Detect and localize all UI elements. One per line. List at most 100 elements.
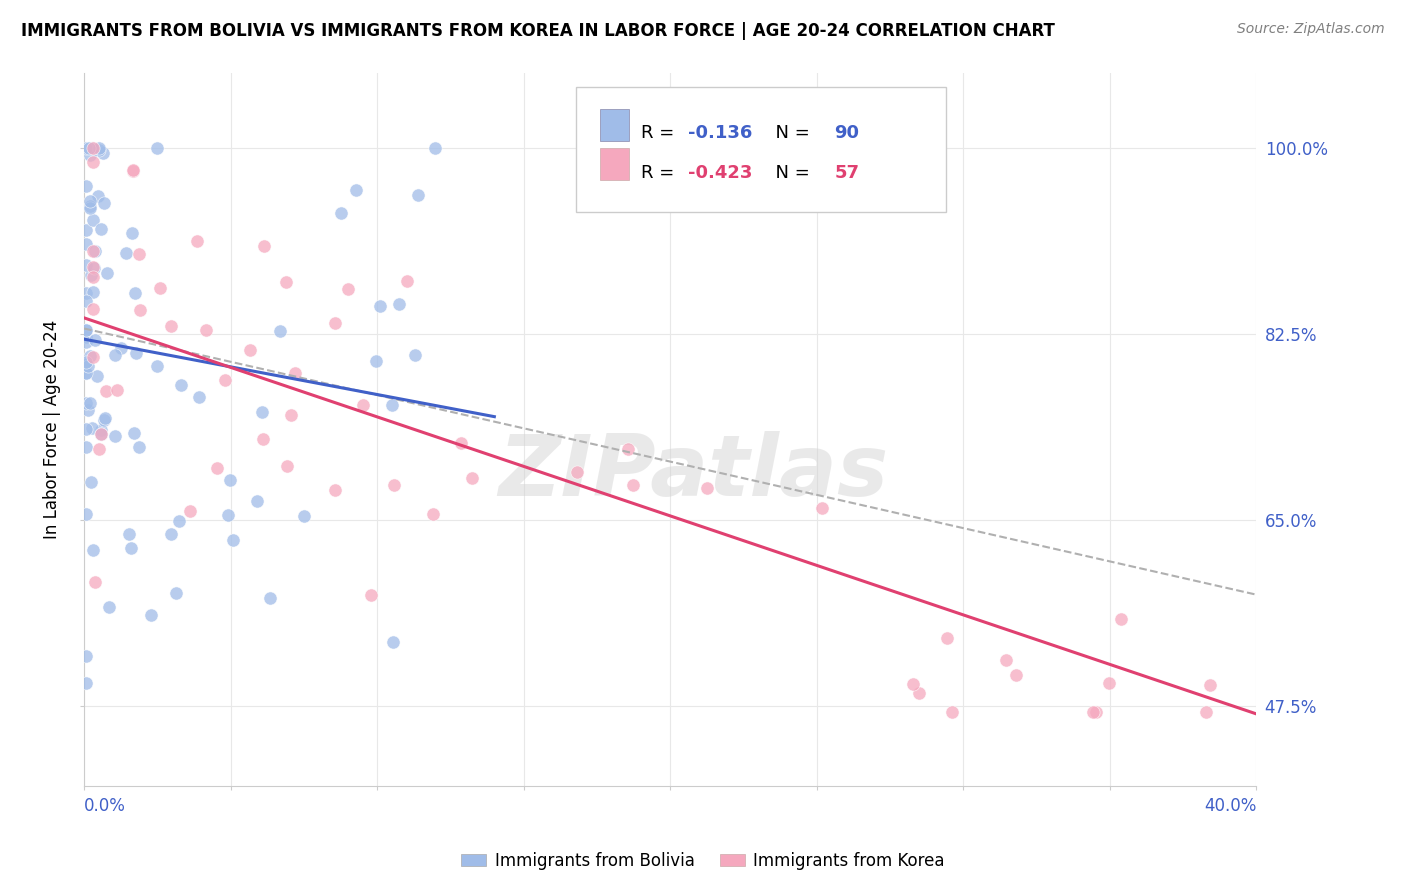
Point bbox=[188, 390, 211, 404]
Point bbox=[292, 509, 315, 524]
Point bbox=[79, 198, 101, 212]
Point bbox=[75, 366, 97, 380]
Point bbox=[82, 140, 104, 154]
Point bbox=[195, 323, 218, 337]
Point bbox=[75, 335, 97, 350]
FancyBboxPatch shape bbox=[576, 87, 946, 212]
Point bbox=[450, 435, 472, 450]
Point bbox=[83, 244, 105, 258]
Point bbox=[82, 244, 104, 259]
Point bbox=[936, 631, 959, 645]
Point bbox=[122, 163, 145, 178]
Point bbox=[77, 140, 100, 154]
Point bbox=[82, 212, 104, 227]
Point bbox=[86, 368, 108, 383]
Point bbox=[908, 686, 931, 700]
Point bbox=[79, 396, 101, 410]
Point bbox=[1109, 612, 1132, 626]
Point bbox=[381, 635, 404, 649]
Point bbox=[110, 341, 132, 355]
Point bbox=[186, 235, 208, 249]
Point bbox=[274, 275, 297, 289]
Point bbox=[82, 270, 104, 285]
Y-axis label: In Labor Force | Age 20-24: In Labor Force | Age 20-24 bbox=[44, 320, 60, 540]
Point bbox=[1195, 705, 1218, 719]
Text: -0.423: -0.423 bbox=[688, 164, 752, 182]
Point bbox=[941, 705, 963, 719]
Text: ZIPatlas: ZIPatlas bbox=[499, 431, 889, 514]
Text: 57: 57 bbox=[834, 164, 859, 182]
Text: N =: N = bbox=[763, 164, 815, 182]
Point bbox=[139, 608, 162, 623]
Point bbox=[252, 404, 274, 418]
Point bbox=[382, 478, 405, 492]
Point bbox=[901, 677, 924, 691]
Point bbox=[76, 402, 98, 417]
Point bbox=[323, 483, 346, 497]
Point bbox=[124, 346, 146, 360]
Point bbox=[75, 508, 97, 522]
Point bbox=[219, 473, 242, 487]
Point bbox=[75, 422, 97, 436]
Point bbox=[121, 226, 143, 240]
Point bbox=[82, 155, 104, 169]
Point bbox=[89, 426, 111, 441]
Point bbox=[84, 333, 107, 347]
Point bbox=[128, 440, 150, 454]
Point bbox=[284, 366, 307, 380]
Point bbox=[276, 459, 298, 474]
Point bbox=[104, 429, 127, 443]
Point bbox=[160, 318, 183, 333]
Point bbox=[696, 481, 718, 495]
Point bbox=[1005, 668, 1028, 682]
Text: -0.136: -0.136 bbox=[688, 124, 752, 143]
Point bbox=[344, 183, 367, 197]
Point bbox=[75, 329, 97, 343]
Text: 0.0%: 0.0% bbox=[84, 797, 127, 815]
FancyBboxPatch shape bbox=[600, 148, 628, 180]
Point bbox=[217, 508, 239, 522]
Point bbox=[352, 399, 374, 413]
Point bbox=[259, 591, 281, 605]
Point bbox=[408, 187, 430, 202]
Point bbox=[239, 343, 262, 357]
Point bbox=[179, 504, 201, 518]
Point bbox=[121, 163, 143, 178]
Point bbox=[96, 266, 118, 280]
Point bbox=[75, 286, 97, 301]
Point bbox=[280, 408, 302, 422]
Point bbox=[120, 541, 142, 555]
Point bbox=[82, 260, 104, 274]
Point bbox=[105, 383, 128, 397]
Point bbox=[425, 140, 447, 154]
Point bbox=[253, 238, 276, 252]
Point bbox=[75, 323, 97, 337]
Point bbox=[75, 323, 97, 337]
Point bbox=[124, 285, 146, 300]
Point bbox=[1081, 705, 1104, 719]
Point bbox=[89, 140, 111, 154]
Point bbox=[222, 533, 245, 547]
Point bbox=[395, 274, 418, 288]
Point bbox=[77, 359, 100, 373]
Text: IMMIGRANTS FROM BOLIVIA VS IMMIGRANTS FROM KOREA IN LABOR FORCE | AGE 20-24 CORR: IMMIGRANTS FROM BOLIVIA VS IMMIGRANTS FR… bbox=[21, 22, 1054, 40]
Point bbox=[994, 653, 1017, 667]
FancyBboxPatch shape bbox=[600, 109, 628, 141]
Point bbox=[79, 349, 101, 363]
Point bbox=[83, 260, 105, 275]
Point bbox=[170, 378, 193, 392]
Text: R =: R = bbox=[641, 164, 681, 182]
Point bbox=[388, 296, 411, 310]
Point bbox=[422, 507, 444, 521]
Point bbox=[205, 461, 228, 475]
Point bbox=[79, 147, 101, 161]
Point bbox=[87, 189, 110, 203]
Point bbox=[1085, 705, 1108, 719]
Point bbox=[461, 471, 484, 485]
Point bbox=[82, 350, 104, 364]
Point bbox=[103, 348, 125, 362]
Point bbox=[97, 599, 120, 614]
Point bbox=[167, 514, 190, 528]
Point bbox=[75, 179, 97, 194]
Point bbox=[75, 354, 97, 368]
